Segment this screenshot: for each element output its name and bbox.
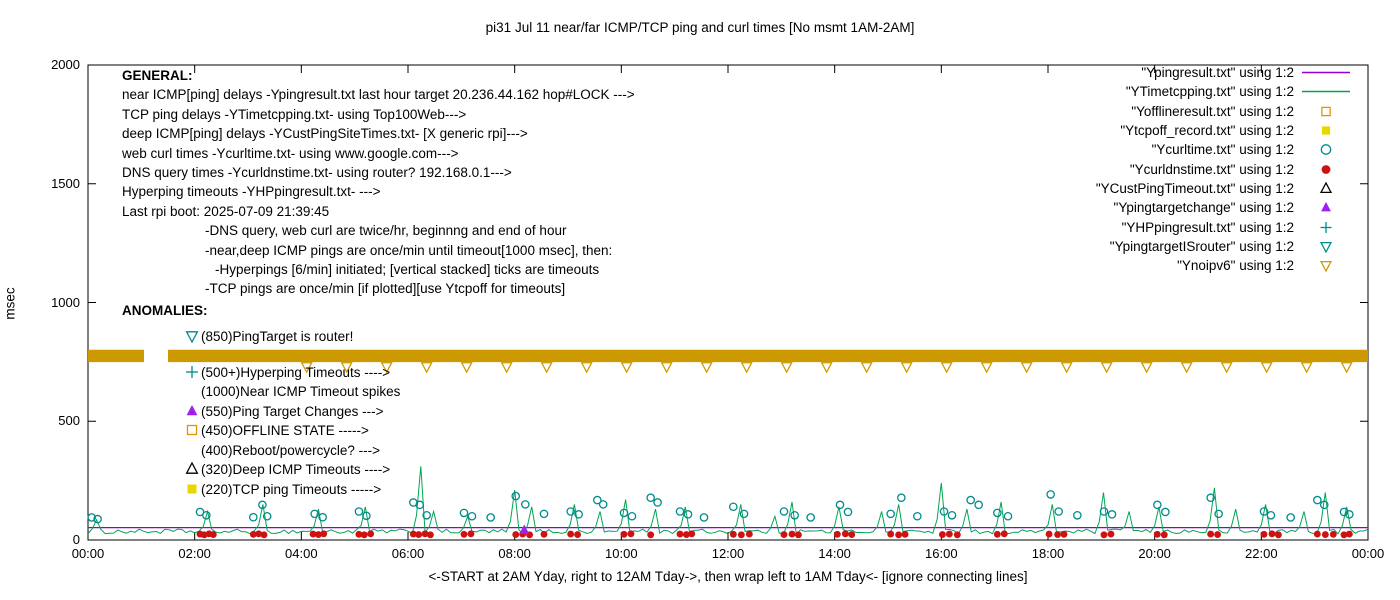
- legend-item-label: "Yofflineresult.txt" using 1:2: [1131, 103, 1294, 119]
- general-line: deep ICMP[ping] delays -YCustPingSiteTim…: [122, 126, 528, 142]
- legend-row: "Ynoipv6" using 1:2: [1096, 256, 1352, 275]
- general-line: -DNS query, web curl are twice/hr, begin…: [205, 223, 567, 239]
- general-line: -TCP pings are once/min [if plotted][use…: [205, 281, 566, 297]
- legend-row: "Ycurldnstime.txt" using 1:2: [1096, 159, 1352, 178]
- general-line: -Hyperpings [6/min] initiated; [vertical…: [215, 262, 600, 278]
- circle-open-icon: [1320, 144, 1332, 156]
- legend-row: "Ypingtargetchange" using 1:2: [1096, 198, 1352, 217]
- y-axis-label: msec: [2, 287, 18, 320]
- series-Ypingtargetchange: [519, 524, 530, 534]
- legend-row: "YTimetcpping.txt" using 1:2: [1096, 82, 1352, 101]
- legend-item-label: "YTimetcpping.txt" using 1:2: [1125, 84, 1294, 100]
- plot-frame: [87, 64, 1369, 541]
- legend-item-label: "Ynoipv6" using 1:2: [1177, 258, 1294, 274]
- series-Ycurldnstime: [196, 530, 1353, 539]
- legend-item-label: "Ycurltime.txt" using 1:2: [1151, 142, 1294, 158]
- triangle-down-open-icon: [1319, 241, 1333, 254]
- general-line: Last rpi boot: 2025-07-09 21:39:45: [122, 203, 330, 219]
- general-line: TCP ping delays -YTimetcpping.txt- using…: [122, 106, 467, 122]
- series-offline-band: [88, 349, 1368, 363]
- general-line: near ICMP[ping] delays -Ypingresult.txt …: [122, 87, 635, 103]
- line-sample-icon: [1302, 91, 1350, 93]
- general-header: GENERAL:: [122, 68, 193, 83]
- series-YTimetcpping: [87, 466, 1369, 535]
- series-Ynoipv6: [300, 362, 1353, 374]
- legend-item-label: "Ypingresult.txt" using 1:2: [1141, 65, 1294, 81]
- chart-title: pi31 Jul 11 near/far ICMP/TCP ping and c…: [485, 20, 915, 35]
- legend-item-label: "Ypingtargetchange" using 1:2: [1113, 200, 1294, 216]
- triangle-open-icon: [1319, 181, 1333, 193]
- legend-item-label: "YCustPingTimeout.txt" using 1:2: [1095, 180, 1294, 196]
- legend-row: "YHPpingresult.txt" using 1:2: [1096, 217, 1352, 236]
- triangle-filled-icon: [1321, 202, 1331, 212]
- general-line: web curl times -Ycurltime.txt- using www…: [122, 145, 459, 161]
- general-notes: GENERAL: near ICMP[ping] delays -Ypingre…: [122, 66, 635, 299]
- line-sample-icon: [1302, 71, 1350, 74]
- legend-item-label: "Ycurldnstime.txt" using 1:2: [1129, 161, 1294, 177]
- plus-icon: [1320, 221, 1332, 233]
- legend-row: "Ycurltime.txt" using 1:2: [1096, 140, 1352, 159]
- general-lines: near ICMP[ping] delays -Ypingresult.txt …: [122, 85, 635, 298]
- series-Ycurltime: [87, 490, 1354, 524]
- legend-item-label: "YHPpingresult.txt" using 1:2: [1121, 219, 1294, 235]
- general-line: Hyperping timeouts -YHPpingresult.txt- -…: [122, 184, 381, 200]
- square-filled-icon: [1321, 126, 1331, 135]
- legend-item-label: "Ytcpoff_record.txt" using 1:2: [1120, 123, 1294, 139]
- square-open-icon: [1321, 106, 1331, 117]
- general-line: -near,deep ICMP pings are once/min until…: [205, 242, 613, 258]
- circle-filled-icon: [1321, 164, 1331, 174]
- x-axis-caption: <-START at 2AM Yday, right to 12AM Tday-…: [428, 569, 1028, 584]
- legend-row: "YpingtargetISrouter" using 1:2: [1096, 237, 1352, 256]
- legend: "Ypingresult.txt" using 1:2 "YTimetcpping…: [1096, 63, 1352, 275]
- legend-row: "Ypingresult.txt" using 1:2: [1096, 63, 1352, 82]
- legend-row: "Yofflineresult.txt" using 1:2: [1096, 102, 1352, 121]
- legend-item-label: "YpingtargetISrouter" using 1:2: [1109, 238, 1294, 254]
- general-line: DNS query times -Ycurldnstime.txt- using…: [122, 165, 512, 181]
- legend-row: "YCustPingTimeout.txt" using 1:2: [1096, 179, 1352, 198]
- legend-row: "Ytcpoff_record.txt" using 1:2: [1096, 121, 1352, 140]
- triangle-down-open-icon: [1319, 261, 1333, 273]
